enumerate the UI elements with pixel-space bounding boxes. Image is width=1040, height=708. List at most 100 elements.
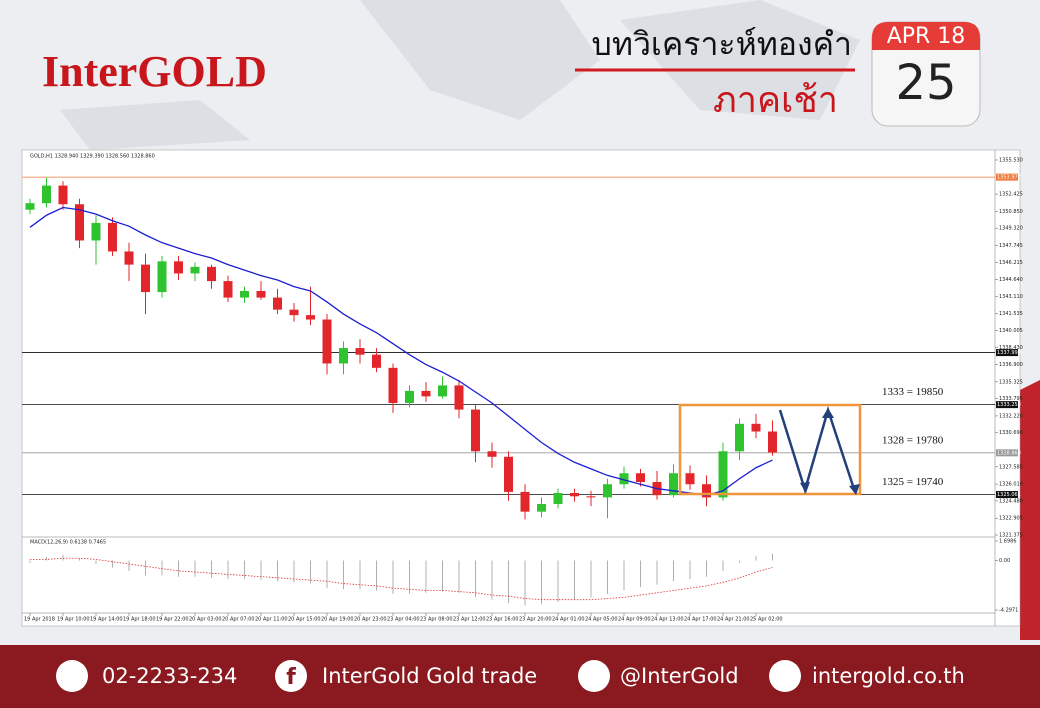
candle-body — [504, 456, 513, 492]
macd-bar — [425, 560, 427, 593]
y-tick-label: 1344.640 — [999, 277, 1023, 283]
y-tick-label: 1349.320 — [999, 226, 1023, 232]
title: บทวิเคราะห์ทองคำ — [592, 25, 852, 63]
level-tag — [996, 401, 1018, 409]
candle-body — [702, 484, 711, 498]
candle-body — [306, 315, 315, 320]
macd-bar — [409, 560, 410, 594]
candle-body — [718, 451, 728, 498]
y-tick-label: 1322.905 — [999, 516, 1023, 522]
candle-body — [190, 266, 200, 274]
macd-bar — [673, 560, 674, 582]
website: intergold.co.th — [812, 664, 965, 688]
chart-title: GOLD,H1 1328.940 1329.390 1328.560 1328.… — [30, 154, 155, 160]
x-tick-label: 24 Apr 17:00 — [684, 617, 717, 623]
level-label: 1328.860 — [997, 450, 1021, 456]
calendar-header — [872, 22, 980, 50]
x-tick-label: 23 Apr 16:00 — [486, 617, 519, 623]
candle-body — [108, 222, 117, 252]
candle-body — [240, 290, 249, 298]
globe-icon — [769, 660, 801, 692]
macd-bar — [178, 560, 179, 577]
logo: InterGOLD — [42, 47, 267, 96]
map-shape — [60, 0, 860, 150]
candle-body — [603, 484, 612, 498]
candle-body — [322, 319, 332, 364]
x-tick-label: 24 Apr 01:00 — [552, 617, 585, 623]
macd-bar — [310, 560, 311, 584]
macd-bar — [128, 560, 130, 571]
candle-body — [372, 354, 381, 368]
macd-bar — [79, 558, 80, 561]
y-tick-label: 1355.530 — [999, 158, 1023, 164]
level-label: 1325.061 — [997, 492, 1021, 498]
macd-bar — [359, 560, 361, 590]
facebook-glyph: f — [286, 665, 296, 690]
arrow-head — [849, 484, 860, 495]
x-tick-label: 24 Apr 09:00 — [618, 617, 651, 623]
y-tick-label: 1341.535 — [999, 311, 1023, 317]
candle-body — [421, 390, 431, 397]
macd-bar — [689, 560, 691, 579]
candle-body — [256, 290, 266, 298]
x-tick-label: 23 Apr 12:00 — [453, 617, 486, 623]
level-tag — [996, 173, 1018, 181]
macd-title: MACD(12,26,9) 0.6138 0.7465 — [30, 540, 106, 546]
annotation: 1333 = 19850 — [882, 386, 944, 398]
level-label: 1337.990 — [997, 350, 1021, 356]
macd-bar — [557, 560, 559, 602]
macd-bar — [260, 560, 262, 581]
macd-bar — [755, 555, 757, 561]
macd-bar — [376, 560, 377, 591]
macd-bar — [326, 560, 328, 589]
x-tick-label: 24 Apr 21:00 — [717, 617, 750, 623]
macd-bar — [607, 560, 608, 594]
candle-body — [553, 493, 563, 504]
macd-bar — [442, 560, 443, 592]
level-label: 1353.972 — [997, 175, 1021, 181]
zigzag-arrow — [778, 405, 857, 495]
candle-body — [289, 309, 299, 316]
arrow-head — [800, 482, 810, 493]
y-tick-label: 1340.005 — [999, 328, 1023, 334]
macd-bar — [46, 557, 47, 561]
calendar-month: APR 18 — [887, 24, 966, 49]
macd-bar — [541, 560, 542, 605]
range-box — [678, 403, 862, 496]
x-tick-label: 19 Apr 2018 — [24, 617, 55, 623]
footer — [0, 645, 1040, 708]
y-tick-label: 1350.850 — [999, 209, 1023, 215]
macd-bar — [772, 553, 773, 561]
y-tick-label: 1327.585 — [999, 464, 1023, 470]
y-tick-label: 1330.690 — [999, 430, 1023, 436]
macd-bar — [194, 560, 196, 577]
x-tick-label: 20 Apr 23:00 — [354, 617, 387, 623]
x-tick-label: 23 Apr 20:00 — [519, 617, 552, 623]
candle-body — [520, 491, 530, 512]
level-tag — [996, 491, 1018, 499]
macd-bar — [145, 560, 146, 576]
candle-body — [42, 185, 51, 204]
macd-bar — [112, 560, 113, 568]
candle-body — [75, 204, 84, 241]
macd-bar — [706, 560, 707, 577]
candle-body — [405, 390, 414, 403]
candle-body — [438, 385, 447, 397]
x-tick-label: 19 Apr 14:00 — [90, 617, 123, 623]
macd-bar — [574, 560, 575, 600]
candle-body — [454, 385, 464, 410]
level-tag — [996, 449, 1018, 457]
x-tick-label: 23 Apr 08:00 — [420, 617, 453, 623]
candle-body — [207, 266, 216, 282]
x-tick-label: 20 Apr 07:00 — [222, 617, 255, 623]
moving-average — [29, 206, 773, 496]
candle-body — [735, 423, 744, 452]
candle-body — [636, 473, 645, 483]
level-label: 1333.250 — [997, 402, 1021, 408]
macd-bar — [343, 560, 344, 590]
line-icon — [578, 660, 610, 692]
macd-bar — [524, 560, 526, 606]
x-tick-label: 20 Apr 03:00 — [189, 617, 222, 623]
